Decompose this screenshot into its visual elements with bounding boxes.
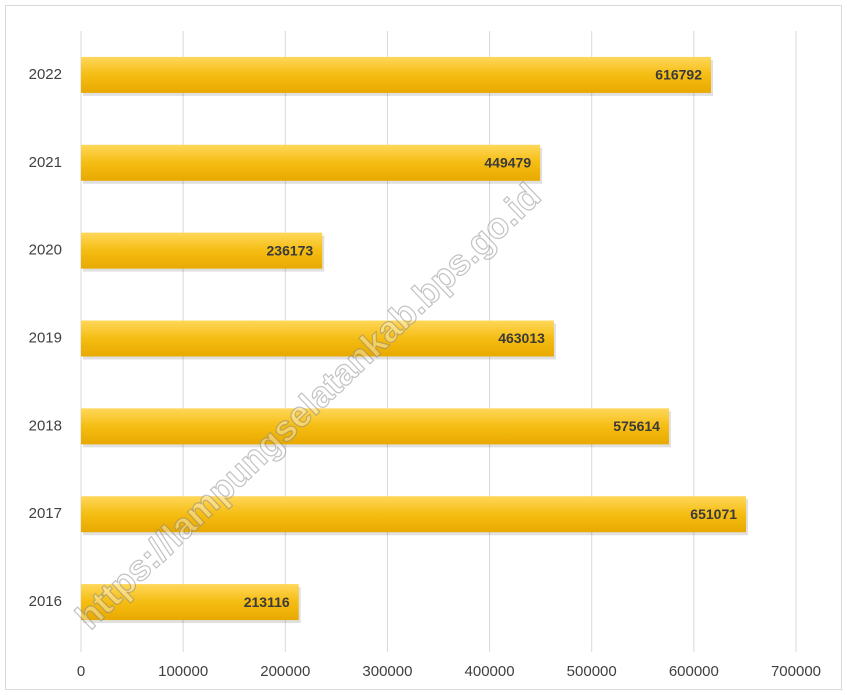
bar <box>81 232 323 269</box>
value-label: 449479 <box>484 154 531 170</box>
value-label: 463013 <box>498 330 545 346</box>
x-tick-label: 0 <box>77 663 85 680</box>
y-tick-label: 2019 <box>29 329 62 346</box>
value-label: 213116 <box>244 594 290 610</box>
bar <box>81 496 747 533</box>
value-label: 616792 <box>655 67 702 83</box>
y-tick-label: 2022 <box>29 66 62 83</box>
value-label: 575614 <box>613 418 660 434</box>
x-tick-label: 600000 <box>669 663 719 680</box>
value-label: 651071 <box>690 506 737 522</box>
x-tick-label: 200000 <box>260 663 310 680</box>
x-tick-label: 300000 <box>362 663 412 680</box>
y-tick-label: 2020 <box>29 242 62 259</box>
bar <box>81 408 669 445</box>
y-tick-label: 2016 <box>29 593 62 610</box>
bar <box>81 584 299 621</box>
x-tick-label: 700000 <box>771 663 821 680</box>
y-tick-label: 2021 <box>29 154 62 171</box>
bar <box>81 144 541 181</box>
value-label: 236173 <box>267 242 314 258</box>
x-tick-label: 500000 <box>567 663 617 680</box>
y-tick-label: 2017 <box>29 505 62 522</box>
y-tick-label: 2018 <box>29 417 62 434</box>
bar <box>81 320 554 357</box>
x-tick-label: 100000 <box>158 663 208 680</box>
x-tick-label: 400000 <box>465 663 515 680</box>
bar <box>81 56 712 93</box>
